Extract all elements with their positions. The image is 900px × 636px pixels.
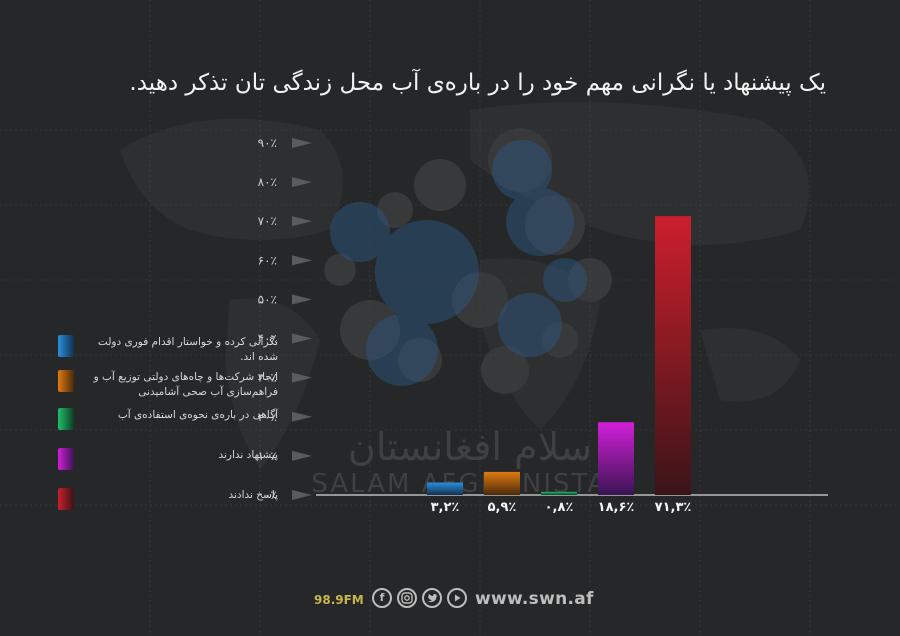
value-label-1: ۵,۹٪ (488, 500, 517, 515)
value-label-0: ۳,۲٪ (431, 500, 460, 515)
y-tick-label: ۲۰٪ (258, 410, 277, 424)
y-tick-arrow (292, 294, 312, 305)
y-tick-label: ۵۰٪ (258, 292, 277, 306)
legend-label: نگرانی کرده و خواستار اقدام فوری دولت شد… (97, 336, 278, 363)
legend-label: پاسخ ندادند (228, 489, 279, 501)
chart-title: یک پیشنهاد یا نگرانی مهم خود را در باره‌… (129, 70, 826, 96)
instagram-icon[interactable] (397, 588, 417, 608)
value-label-3: ۱۸,۶٪ (598, 500, 635, 515)
footer: 98.9FM f www.swn.af (0, 586, 900, 616)
y-tick-arrow (292, 216, 312, 227)
y-tick-arrow (292, 411, 312, 422)
legend-swatch (58, 448, 74, 470)
y-tick-arrow (292, 138, 312, 148)
y-tick-arrow (292, 333, 312, 344)
watermark-fa: سلام افغانستان (348, 425, 592, 469)
fm-frequency: 98.9FM (314, 593, 364, 607)
y-tick-arrow (292, 255, 312, 266)
bars (427, 216, 691, 496)
facebook-icon[interactable]: f (372, 588, 392, 608)
y-tick-label: ۴۰٪ (258, 332, 277, 346)
legend-swatch (58, 408, 74, 430)
y-tick-label: ۳۰٪ (258, 371, 277, 385)
bar-0 (427, 482, 463, 495)
y-tick-label: ۰٪ (264, 488, 277, 502)
bar-3 (598, 422, 634, 495)
value-label-4: ۷۱,۳٪ (655, 500, 692, 515)
legend-label: آگاهی در باره‌ی نحوه‌ی استفاده‌ی آب (117, 409, 278, 421)
bar-4 (655, 216, 691, 496)
y-tick-arrow (292, 450, 312, 461)
bar-2 (541, 491, 577, 495)
y-tick-label: ۷۰٪ (258, 214, 277, 228)
legend-swatch (58, 370, 74, 392)
website-link[interactable]: www.swn.af (475, 589, 594, 609)
legend-swatch (58, 488, 74, 510)
y-tick-arrow (292, 177, 312, 188)
y-tick-arrow (292, 372, 312, 383)
legend-label: ایجاد شرکت‌ها و چاه‌های دولتی توزیع آب و… (93, 371, 278, 398)
value-labels: ۳,۲٪ ۵,۹٪ ۰,۸٪ ۱۸,۶٪ ۷۱,۳٪ (431, 500, 692, 515)
y-tick-label: ۹۰٪ (258, 136, 277, 150)
legend-swatch (58, 335, 74, 357)
y-axis: ۰٪ ۱۰٪ ۲۰٪ ۳۰٪ ۴۰٪ ۵۰٪ ۶۰٪ ۷۰٪ ۸۰٪ ۹۰٪ (258, 136, 828, 502)
y-tick-arrow (292, 490, 312, 500)
twitter-icon[interactable] (422, 588, 442, 608)
youtube-icon[interactable] (447, 588, 467, 608)
y-tick-label: ۶۰٪ (258, 253, 277, 267)
legend-label: پیشنهاد ندارند (218, 449, 278, 461)
value-label-2: ۰,۸٪ (545, 500, 574, 515)
bar-1 (484, 471, 520, 495)
y-tick-label: ۱۰٪ (258, 449, 277, 463)
y-tick-label: ۸۰٪ (258, 175, 277, 189)
